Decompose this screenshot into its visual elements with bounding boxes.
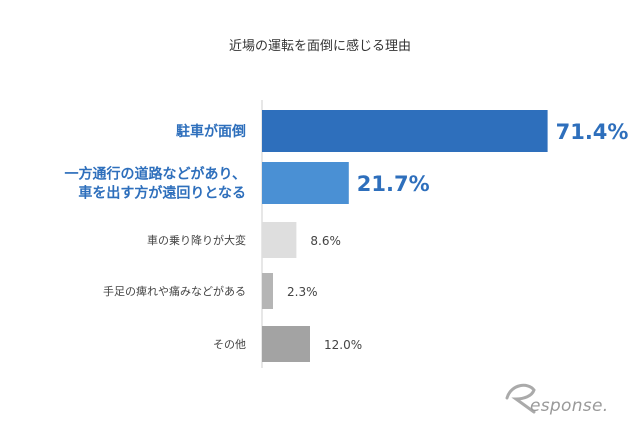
value-label-4: 12.0% xyxy=(324,338,362,352)
category-label-3: 手足の痺れや痛みなどがある xyxy=(103,284,246,298)
bars: 71.4% 駐車が面倒 21.7% 一方通行の道路などがあり、車を出す方が遠回りとなる… xyxy=(65,110,629,362)
response-logo: esponse. xyxy=(505,383,608,416)
value-label-0: 71.4% xyxy=(556,120,629,144)
bar-1 xyxy=(262,162,349,204)
category-label-4: その他 xyxy=(213,338,246,351)
value-label-1: 21.7% xyxy=(357,172,430,196)
bar-2 xyxy=(262,222,297,258)
category-label-1-line-0: 一方通行の道路などがあり、 xyxy=(65,166,246,183)
value-label-2: 8.6% xyxy=(310,234,341,248)
category-label-0: 駐車が面倒 xyxy=(176,123,246,140)
chart-title: 近場の運転を面倒に感じる理由 xyxy=(229,38,411,54)
category-label-2: 車の乗り降りが大変 xyxy=(147,233,246,247)
bar-4 xyxy=(262,326,310,362)
logo-swoosh-icon xyxy=(505,383,536,414)
bar-0 xyxy=(262,110,548,152)
category-label-1-line-1: 車を出す方が遠回りとなる xyxy=(78,185,246,202)
value-label-3: 2.3% xyxy=(287,285,318,299)
bar-3 xyxy=(262,273,273,309)
logo-text: esponse. xyxy=(530,396,608,416)
